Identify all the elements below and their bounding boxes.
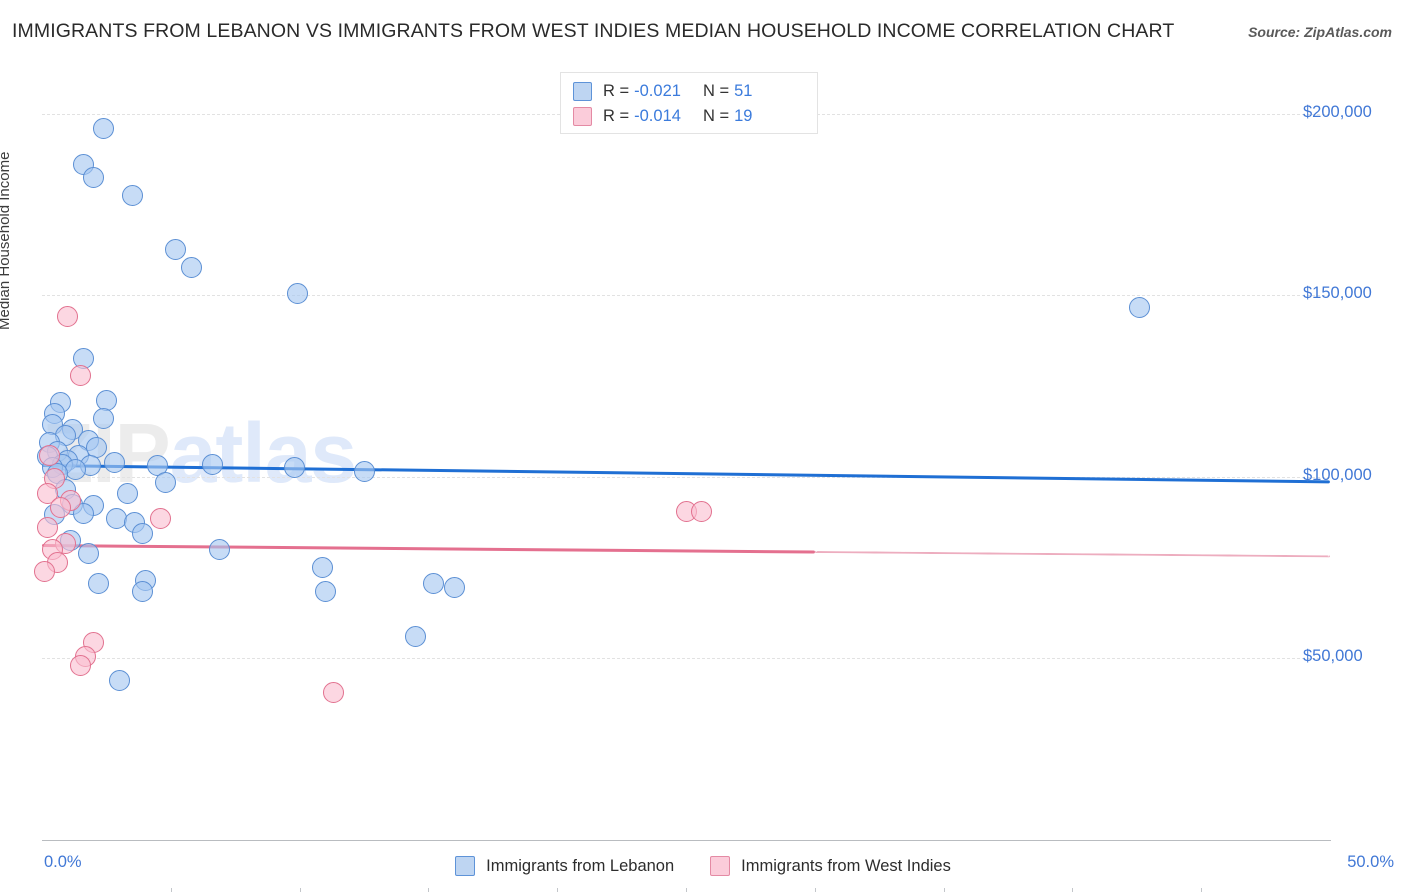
data-point-lebanon[interactable] bbox=[103, 451, 125, 473]
gridline bbox=[42, 476, 1330, 478]
data-point-lebanon[interactable] bbox=[131, 522, 153, 544]
data-point-west-indies[interactable] bbox=[57, 306, 79, 328]
stats-row-west-indies: R = -0.014 N = 19 bbox=[573, 104, 807, 129]
y-axis-tick-label: $200,000 bbox=[1303, 102, 1372, 121]
data-point-lebanon[interactable] bbox=[165, 239, 187, 261]
data-point-lebanon[interactable] bbox=[353, 460, 375, 482]
r-value-west-indies: -0.014 bbox=[634, 107, 681, 125]
swatch-west-indies-icon bbox=[573, 107, 592, 126]
correlation-stats-box: R = -0.021 N = 51 R = -0.014 N = 19 bbox=[560, 72, 818, 134]
x-axis-tick bbox=[557, 888, 559, 892]
source-attribution: Source: ZipAtlas.com bbox=[1248, 24, 1392, 40]
n-value-lebanon: 51 bbox=[734, 82, 753, 100]
data-point-lebanon[interactable] bbox=[180, 257, 202, 279]
x-axis-tick bbox=[1072, 888, 1074, 892]
x-axis-max-label: 50.0% bbox=[1347, 853, 1394, 871]
data-point-lebanon[interactable] bbox=[423, 573, 445, 595]
data-point-lebanon[interactable] bbox=[93, 117, 115, 139]
swatch-lebanon-icon bbox=[573, 82, 592, 101]
x-axis-tick bbox=[1201, 888, 1203, 892]
chart-header: IMMIGRANTS FROM LEBANON VS IMMIGRANTS FR… bbox=[0, 0, 1406, 56]
data-point-west-indies[interactable] bbox=[322, 682, 344, 704]
n-label-west-indies: N = bbox=[702, 107, 730, 125]
legend-item-lebanon[interactable]: Immigrants from Lebanon bbox=[455, 856, 674, 876]
data-point-lebanon[interactable] bbox=[88, 573, 110, 595]
series-legend: Immigrants from Lebanon Immigrants from … bbox=[0, 850, 1406, 882]
data-point-lebanon[interactable] bbox=[201, 453, 223, 475]
x-axis-tick bbox=[299, 888, 301, 892]
data-point-west-indies[interactable] bbox=[39, 444, 61, 466]
legend-item-west-indies[interactable]: Immigrants from West Indies bbox=[710, 856, 951, 876]
y-axis-title: Median Household Income bbox=[0, 151, 13, 330]
data-point-west-indies[interactable] bbox=[36, 517, 58, 539]
y-axis-tick-label: $100,000 bbox=[1303, 465, 1372, 484]
data-point-west-indies[interactable] bbox=[70, 364, 92, 386]
data-point-west-indies[interactable] bbox=[49, 497, 71, 519]
data-point-lebanon[interactable] bbox=[121, 184, 143, 206]
r-value-lebanon: -0.021 bbox=[634, 82, 681, 100]
data-point-west-indies[interactable] bbox=[149, 508, 171, 530]
x-axis-min-label: 0.0% bbox=[44, 853, 82, 871]
data-point-lebanon[interactable] bbox=[64, 459, 86, 481]
data-point-lebanon[interactable] bbox=[155, 471, 177, 493]
x-axis-tick bbox=[428, 888, 430, 892]
legend-swatch-lebanon-icon bbox=[455, 856, 476, 876]
r-label-west-indies: R = bbox=[603, 107, 630, 125]
data-point-lebanon[interactable] bbox=[83, 166, 105, 188]
legend-label-west-indies: Immigrants from West Indies bbox=[741, 856, 951, 875]
data-point-lebanon[interactable] bbox=[443, 577, 465, 599]
data-point-lebanon[interactable] bbox=[77, 542, 99, 564]
data-point-lebanon[interactable] bbox=[314, 580, 336, 602]
x-axis-line bbox=[42, 840, 1331, 841]
data-point-lebanon[interactable] bbox=[1128, 297, 1150, 319]
x-axis-tick bbox=[686, 888, 687, 892]
gridline bbox=[42, 295, 1330, 297]
data-point-lebanon[interactable] bbox=[116, 482, 138, 504]
y-axis-tick-label: $150,000 bbox=[1303, 284, 1372, 303]
data-point-lebanon[interactable] bbox=[93, 408, 115, 430]
stats-row-lebanon: R = -0.021 N = 51 bbox=[573, 79, 807, 104]
y-axis-tick-label: $50,000 bbox=[1303, 647, 1363, 666]
plot-area: ZIPatlas bbox=[34, 70, 1331, 892]
legend-label-lebanon: Immigrants from Lebanon bbox=[486, 856, 675, 875]
n-label-lebanon: N = bbox=[702, 82, 730, 100]
x-axis-tick bbox=[170, 888, 172, 892]
data-point-west-indies[interactable] bbox=[70, 655, 92, 677]
x-axis-tick bbox=[814, 888, 816, 892]
data-point-west-indies[interactable] bbox=[36, 482, 58, 504]
x-axis-tick bbox=[943, 888, 945, 892]
legend-swatch-west-indies-icon bbox=[710, 856, 731, 876]
plot-background bbox=[42, 70, 1330, 840]
data-point-lebanon[interactable] bbox=[405, 626, 427, 648]
data-point-lebanon[interactable] bbox=[286, 282, 308, 304]
data-point-lebanon[interactable] bbox=[209, 538, 231, 560]
data-point-lebanon[interactable] bbox=[131, 580, 153, 602]
data-point-west-indies[interactable] bbox=[690, 500, 712, 522]
data-point-lebanon[interactable] bbox=[283, 457, 305, 479]
page-title: IMMIGRANTS FROM LEBANON VS IMMIGRANTS FR… bbox=[12, 20, 1175, 42]
data-point-lebanon[interactable] bbox=[108, 669, 130, 691]
gridline bbox=[42, 658, 1330, 660]
r-label-lebanon: R = bbox=[603, 82, 630, 100]
n-value-west-indies: 19 bbox=[734, 107, 753, 125]
data-point-west-indies[interactable] bbox=[34, 560, 56, 582]
data-point-lebanon[interactable] bbox=[312, 557, 334, 579]
